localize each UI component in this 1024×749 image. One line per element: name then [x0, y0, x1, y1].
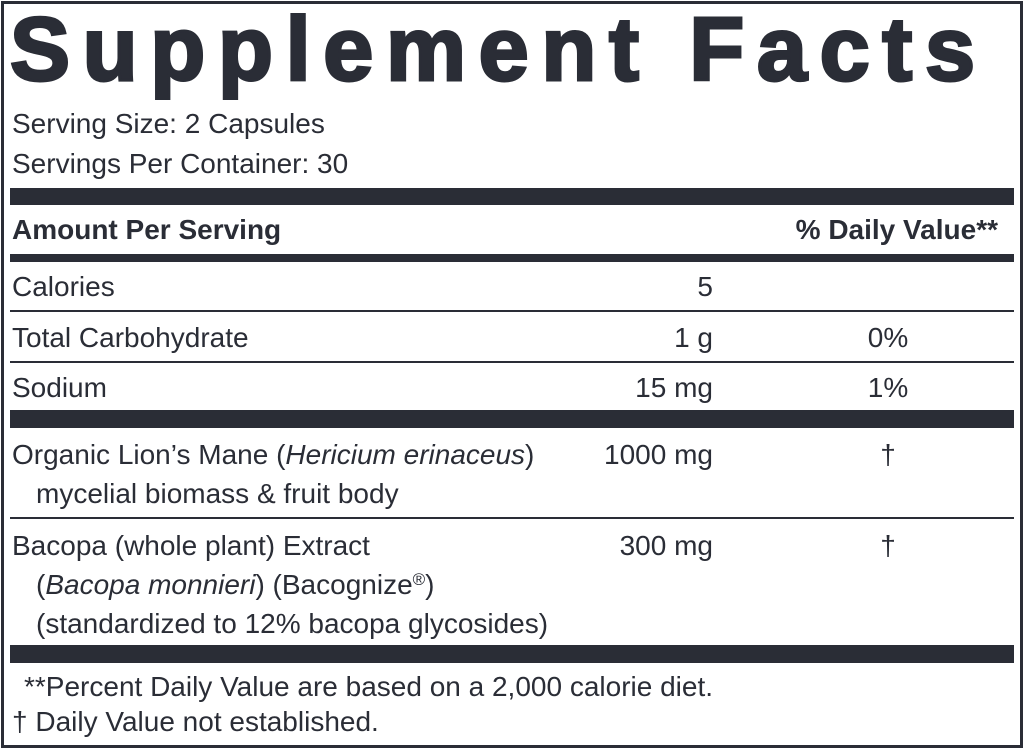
ingredient-text: ): [525, 439, 535, 470]
ingredient-text: ®: [412, 570, 426, 589]
ingredient-text: mycelial biomass & fruit body: [36, 478, 399, 509]
ingredient-line: (Bacopa monnieri) (Bacognize®): [36, 568, 435, 602]
ingredient-text: (: [36, 569, 46, 600]
thin-rule: [10, 361, 1014, 363]
ingredient-line: mycelial biomass & fruit body: [36, 477, 399, 511]
ingredient-line: (standardized to 12% bacopa glycosides): [36, 607, 548, 641]
servings-per-container: Servings Per Container: 30: [12, 148, 349, 179]
thin-rule: [10, 310, 1014, 312]
ingredient-text: Bacopa (whole plant) Extract: [12, 530, 370, 561]
thick-rule: [10, 645, 1014, 663]
ingredient-amount: 300 mg: [619, 530, 713, 561]
ingredient-text: (standardized to 12% bacopa glycosides): [36, 608, 549, 639]
amount-header: Amount Per Serving: [12, 214, 282, 245]
title-svg: Supplement Facts: [9, 0, 977, 100]
nutrient-amount: 5: [697, 271, 713, 302]
ingredient-daily-value: †: [880, 439, 896, 470]
ingredient-text: ) (Bacognize: [255, 569, 413, 600]
serving-size: Serving Size: 2 Capsules: [12, 108, 325, 139]
ingredient-text: Organic Lion’s Mane (: [12, 439, 286, 470]
medium-rule: [10, 254, 1014, 262]
footnote: **Percent Daily Value are based on a 2,0…: [24, 671, 714, 702]
nutrient-amount: 1 g: [674, 322, 713, 353]
ingredient-daily-value: †: [880, 530, 896, 561]
nutrient-amount: 15 mg: [635, 372, 713, 403]
thick-rule: [10, 188, 1014, 205]
nutrient-daily-value: 1%: [867, 372, 909, 403]
ingredient-line: Organic Lion’s Mane (Hericium erinaceus): [12, 438, 534, 472]
nutrient-name: Calories: [12, 271, 115, 302]
footnote: † Daily Value not established.: [12, 706, 379, 737]
nutrient-name: Sodium: [12, 372, 107, 403]
ingredient-text: ): [425, 569, 435, 600]
ingredient-text: Bacopa monnieri: [45, 569, 256, 600]
nutrient-daily-value: 0%: [867, 322, 909, 353]
title: Supplement Facts: [10, 0, 975, 100]
daily-value-header: % Daily Value**: [795, 214, 998, 245]
nutrient-name: Total Carbohydrate: [12, 322, 249, 353]
thin-rule: [10, 517, 1014, 519]
thick-rule: [10, 410, 1014, 428]
ingredient-amount: 1000 mg: [604, 439, 713, 470]
ingredient-line: Bacopa (whole plant) Extract: [12, 529, 370, 563]
ingredient-text: Hericium erinaceus: [285, 439, 526, 470]
